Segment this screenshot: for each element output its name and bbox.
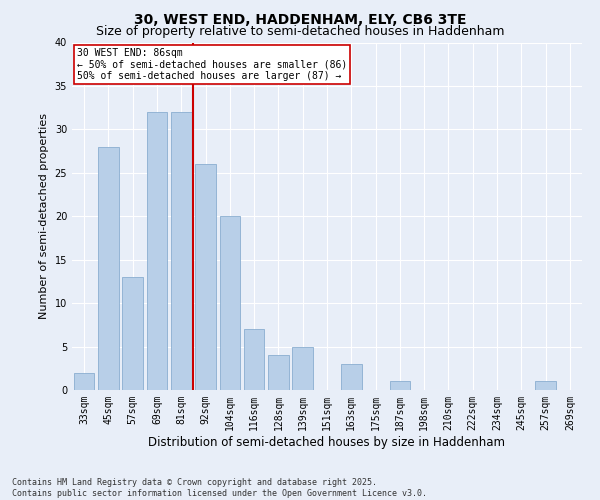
Bar <box>74 372 94 390</box>
Bar <box>171 112 191 390</box>
Bar <box>98 147 119 390</box>
Bar <box>146 112 167 390</box>
Bar <box>244 329 265 390</box>
Text: Size of property relative to semi-detached houses in Haddenham: Size of property relative to semi-detach… <box>96 25 504 38</box>
Bar <box>122 277 143 390</box>
Bar <box>389 382 410 390</box>
Text: 30 WEST END: 86sqm
← 50% of semi-detached houses are smaller (86)
50% of semi-de: 30 WEST END: 86sqm ← 50% of semi-detache… <box>77 48 347 81</box>
Bar <box>292 346 313 390</box>
Text: Contains HM Land Registry data © Crown copyright and database right 2025.
Contai: Contains HM Land Registry data © Crown c… <box>12 478 427 498</box>
Bar <box>195 164 216 390</box>
Bar <box>268 355 289 390</box>
Bar <box>341 364 362 390</box>
X-axis label: Distribution of semi-detached houses by size in Haddenham: Distribution of semi-detached houses by … <box>149 436 505 448</box>
Text: 30, WEST END, HADDENHAM, ELY, CB6 3TE: 30, WEST END, HADDENHAM, ELY, CB6 3TE <box>134 12 466 26</box>
Bar <box>220 216 240 390</box>
Bar <box>535 382 556 390</box>
Y-axis label: Number of semi-detached properties: Number of semi-detached properties <box>39 114 49 320</box>
